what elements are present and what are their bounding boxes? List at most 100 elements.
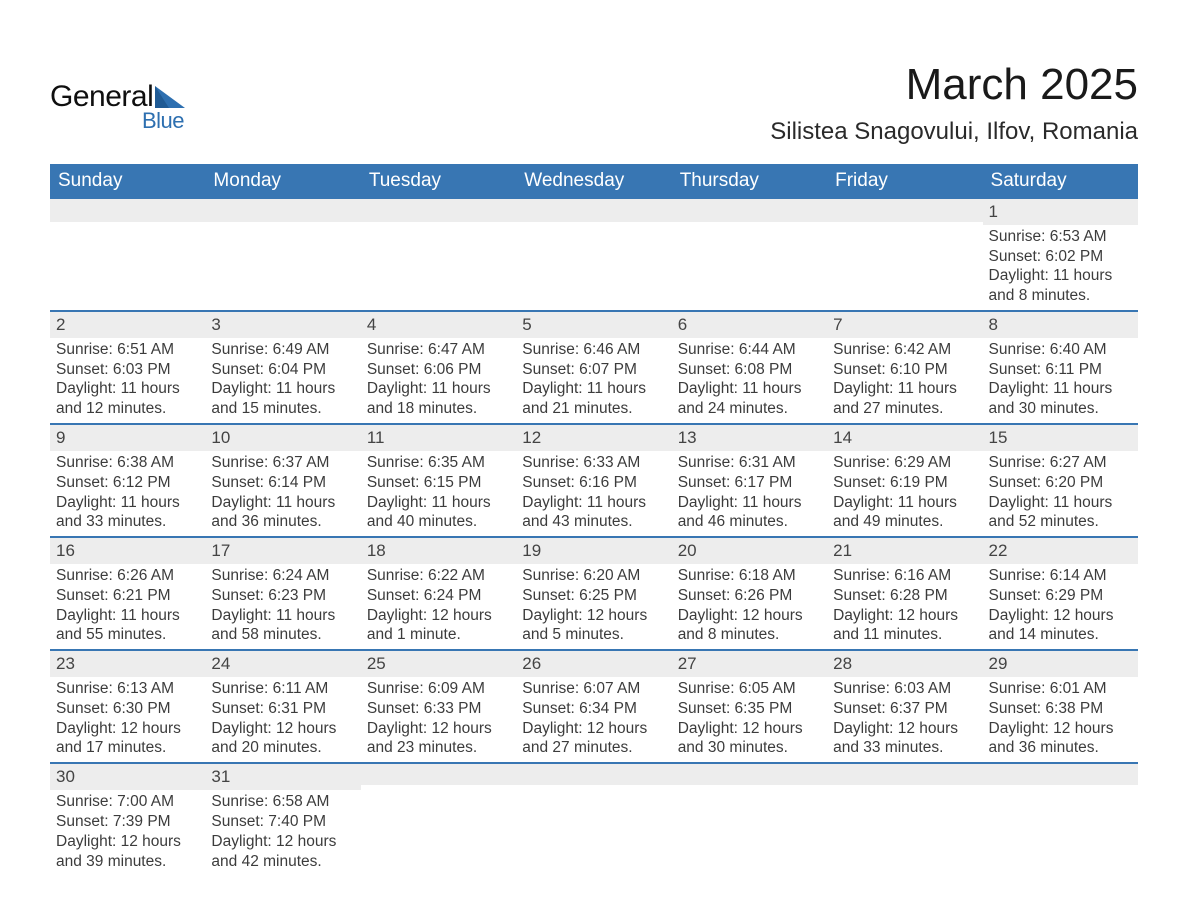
daylight-line-1: Daylight: 11 hours: [367, 379, 510, 399]
daylight-line-2: and 43 minutes.: [522, 512, 665, 532]
logo: General Blue: [50, 80, 185, 134]
day-number: 24: [205, 649, 360, 677]
day-details: Sunrise: 6:58 AMSunset: 7:40 PMDaylight:…: [205, 790, 360, 875]
daylight-line-2: and 8 minutes.: [678, 625, 821, 645]
weekday-header: Monday: [205, 164, 360, 199]
sunrise-text: Sunrise: 6:07 AM: [522, 679, 665, 699]
sunset-text: Sunset: 6:23 PM: [211, 586, 354, 606]
day-number: 26: [516, 649, 671, 677]
daylight-line-2: and 12 minutes.: [56, 399, 199, 419]
daylight-line-1: Daylight: 11 hours: [678, 493, 821, 513]
calendar-day-cell: 4Sunrise: 6:47 AMSunset: 6:06 PMDaylight…: [361, 310, 516, 423]
sunset-text: Sunset: 6:14 PM: [211, 473, 354, 493]
empty-day-bar: [205, 199, 360, 222]
daylight-line-1: Daylight: 12 hours: [56, 832, 199, 852]
daylight-line-2: and 33 minutes.: [833, 738, 976, 758]
day-number: 2: [50, 310, 205, 338]
calendar-empty-cell: [672, 762, 827, 875]
day-number: 9: [50, 423, 205, 451]
day-details: Sunrise: 6:49 AMSunset: 6:04 PMDaylight:…: [205, 338, 360, 423]
day-number: 23: [50, 649, 205, 677]
calendar-day-cell: 5Sunrise: 6:46 AMSunset: 6:07 PMDaylight…: [516, 310, 671, 423]
sunrise-text: Sunrise: 6:47 AM: [367, 340, 510, 360]
sunset-text: Sunset: 7:40 PM: [211, 812, 354, 832]
day-number: 22: [983, 536, 1138, 564]
daylight-line-2: and 58 minutes.: [211, 625, 354, 645]
day-details: Sunrise: 6:03 AMSunset: 6:37 PMDaylight:…: [827, 677, 982, 762]
sunset-text: Sunset: 6:34 PM: [522, 699, 665, 719]
calendar-day-cell: 29Sunrise: 6:01 AMSunset: 6:38 PMDayligh…: [983, 649, 1138, 762]
day-details: Sunrise: 6:33 AMSunset: 6:16 PMDaylight:…: [516, 451, 671, 536]
empty-day-bar: [672, 762, 827, 785]
daylight-line-2: and 33 minutes.: [56, 512, 199, 532]
day-details: Sunrise: 6:11 AMSunset: 6:31 PMDaylight:…: [205, 677, 360, 762]
day-number: 7: [827, 310, 982, 338]
calendar-empty-cell: [516, 762, 671, 875]
calendar-empty-cell: [361, 762, 516, 875]
day-details: Sunrise: 6:27 AMSunset: 6:20 PMDaylight:…: [983, 451, 1138, 536]
logo-triangle-icon: [155, 86, 185, 108]
sunrise-text: Sunrise: 6:40 AM: [989, 340, 1132, 360]
daylight-line-2: and 24 minutes.: [678, 399, 821, 419]
sunset-text: Sunset: 6:29 PM: [989, 586, 1132, 606]
daylight-line-1: Daylight: 11 hours: [211, 606, 354, 626]
sunset-text: Sunset: 6:31 PM: [211, 699, 354, 719]
calendar-day-cell: 23Sunrise: 6:13 AMSunset: 6:30 PMDayligh…: [50, 649, 205, 762]
calendar-header-row: SundayMondayTuesdayWednesdayThursdayFrid…: [50, 164, 1138, 199]
daylight-line-1: Daylight: 12 hours: [678, 719, 821, 739]
calendar-day-cell: 24Sunrise: 6:11 AMSunset: 6:31 PMDayligh…: [205, 649, 360, 762]
daylight-line-2: and 14 minutes.: [989, 625, 1132, 645]
daylight-line-1: Daylight: 11 hours: [833, 379, 976, 399]
calendar-empty-cell: [205, 199, 360, 310]
day-details: Sunrise: 6:35 AMSunset: 6:15 PMDaylight:…: [361, 451, 516, 536]
empty-day-bar: [516, 199, 671, 222]
sunrise-text: Sunrise: 6:49 AM: [211, 340, 354, 360]
sunrise-text: Sunrise: 6:44 AM: [678, 340, 821, 360]
daylight-line-1: Daylight: 12 hours: [211, 832, 354, 852]
day-details: Sunrise: 6:53 AMSunset: 6:02 PMDaylight:…: [983, 225, 1138, 310]
calendar-day-cell: 31Sunrise: 6:58 AMSunset: 7:40 PMDayligh…: [205, 762, 360, 875]
day-details: Sunrise: 6:01 AMSunset: 6:38 PMDaylight:…: [983, 677, 1138, 762]
sunrise-text: Sunrise: 6:35 AM: [367, 453, 510, 473]
sunset-text: Sunset: 6:07 PM: [522, 360, 665, 380]
day-details: Sunrise: 6:37 AMSunset: 6:14 PMDaylight:…: [205, 451, 360, 536]
weekday-header: Tuesday: [361, 164, 516, 199]
calendar-week-row: 23Sunrise: 6:13 AMSunset: 6:30 PMDayligh…: [50, 649, 1138, 762]
day-number: 17: [205, 536, 360, 564]
daylight-line-1: Daylight: 11 hours: [211, 379, 354, 399]
calendar-empty-cell: [361, 199, 516, 310]
daylight-line-2: and 49 minutes.: [833, 512, 976, 532]
weekday-header: Wednesday: [516, 164, 671, 199]
day-number: 5: [516, 310, 671, 338]
empty-day-bar: [983, 762, 1138, 785]
daylight-line-1: Daylight: 11 hours: [56, 606, 199, 626]
calendar-day-cell: 3Sunrise: 6:49 AMSunset: 6:04 PMDaylight…: [205, 310, 360, 423]
calendar-day-cell: 26Sunrise: 6:07 AMSunset: 6:34 PMDayligh…: [516, 649, 671, 762]
calendar-week-row: 30Sunrise: 7:00 AMSunset: 7:39 PMDayligh…: [50, 762, 1138, 875]
day-details: Sunrise: 7:00 AMSunset: 7:39 PMDaylight:…: [50, 790, 205, 875]
sunset-text: Sunset: 6:38 PM: [989, 699, 1132, 719]
daylight-line-1: Daylight: 11 hours: [989, 493, 1132, 513]
sunset-text: Sunset: 6:15 PM: [367, 473, 510, 493]
sunset-text: Sunset: 6:03 PM: [56, 360, 199, 380]
day-details: Sunrise: 6:07 AMSunset: 6:34 PMDaylight:…: [516, 677, 671, 762]
empty-day-bar: [827, 199, 982, 222]
sunrise-text: Sunrise: 6:09 AM: [367, 679, 510, 699]
day-number: 20: [672, 536, 827, 564]
daylight-line-1: Daylight: 11 hours: [522, 379, 665, 399]
day-details: Sunrise: 6:22 AMSunset: 6:24 PMDaylight:…: [361, 564, 516, 649]
calendar-week-row: 1Sunrise: 6:53 AMSunset: 6:02 PMDaylight…: [50, 199, 1138, 310]
daylight-line-1: Daylight: 12 hours: [678, 606, 821, 626]
day-details: Sunrise: 6:14 AMSunset: 6:29 PMDaylight:…: [983, 564, 1138, 649]
calendar-day-cell: 16Sunrise: 6:26 AMSunset: 6:21 PMDayligh…: [50, 536, 205, 649]
location-text: Silistea Snagovului, Ilfov, Romania: [770, 118, 1138, 146]
daylight-line-1: Daylight: 11 hours: [56, 493, 199, 513]
calendar-empty-cell: [827, 199, 982, 310]
sunset-text: Sunset: 6:37 PM: [833, 699, 976, 719]
calendar-empty-cell: [983, 762, 1138, 875]
sunset-text: Sunset: 6:12 PM: [56, 473, 199, 493]
day-number: 4: [361, 310, 516, 338]
daylight-line-2: and 27 minutes.: [833, 399, 976, 419]
daylight-line-2: and 55 minutes.: [56, 625, 199, 645]
day-details: Sunrise: 6:42 AMSunset: 6:10 PMDaylight:…: [827, 338, 982, 423]
